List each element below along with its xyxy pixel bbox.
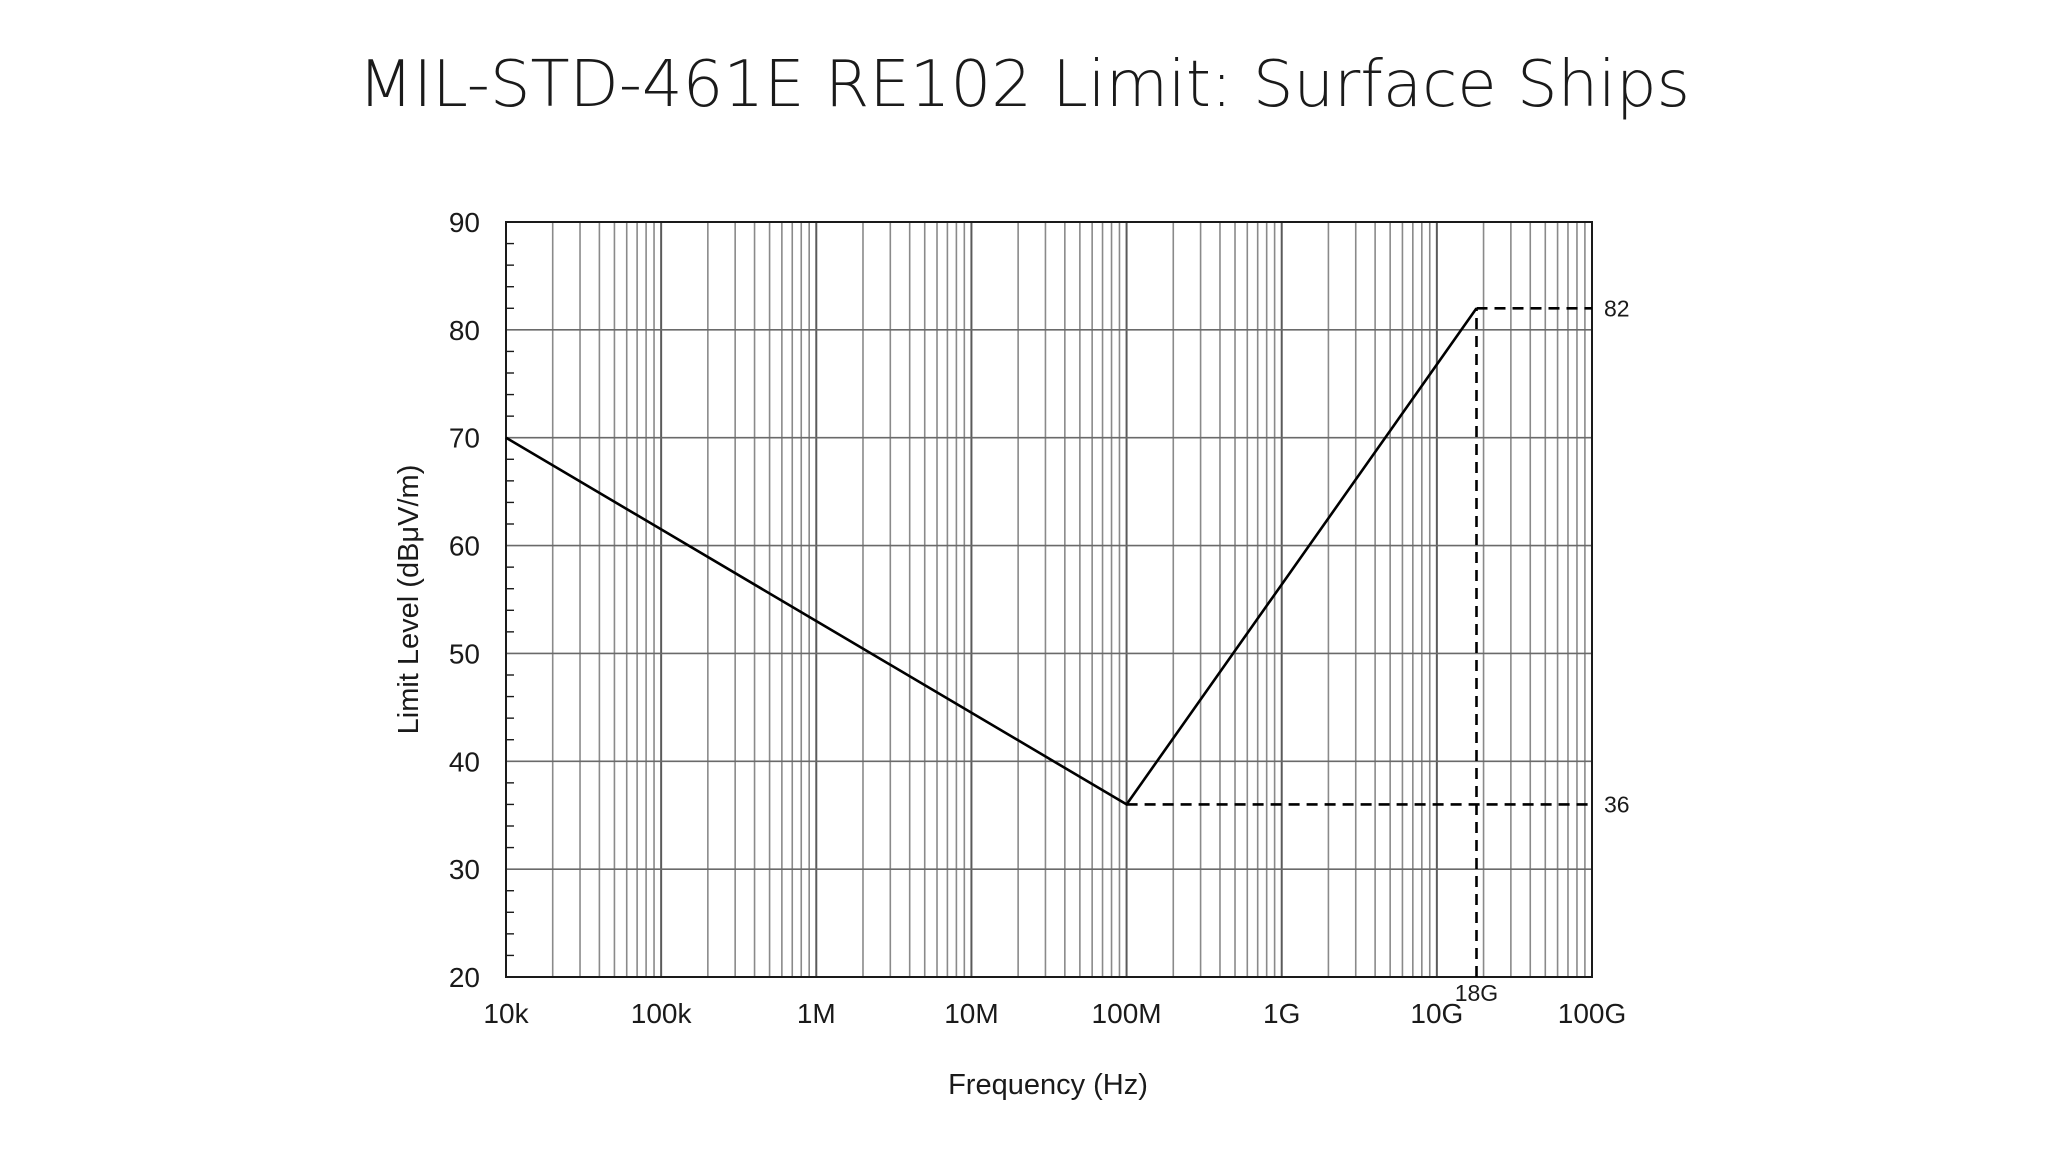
- y-axis-label: Limit Level (dBμV/m): [393, 465, 425, 735]
- y-tick-label: 30: [449, 854, 480, 885]
- limit-line: [505, 307, 1478, 807]
- y-tick-label: 60: [449, 531, 480, 562]
- y-tick-label: 20: [449, 962, 480, 993]
- x-tick-label: 100k: [631, 998, 693, 1029]
- x-tick-label: 10M: [944, 998, 998, 1029]
- y-tick-label: 70: [449, 423, 480, 454]
- annotations: 82 36 18G: [1455, 295, 1630, 1006]
- x-tick-label: 100M: [1092, 998, 1162, 1029]
- x-tick-label: 1M: [797, 998, 836, 1029]
- y-minor-ticks: [506, 242, 514, 957]
- y-tick-label: 90: [449, 207, 480, 238]
- x-tick-label: 1G: [1263, 998, 1300, 1029]
- y-tick-label: 80: [449, 315, 480, 346]
- y-tick-label: 50: [449, 638, 480, 669]
- x-tick-label: 100G: [1558, 998, 1627, 1029]
- minor-gridlines: [551, 222, 1586, 977]
- x-tick-labels: 10k 100k 1M 10M 100M 1G 10G 100G: [483, 998, 1626, 1029]
- slide-title: MIL-STD-461E RE102 Limit: Surface Ships: [358, 48, 1690, 122]
- series-group: [505, 306, 1592, 977]
- annotation-label: 82: [1604, 295, 1630, 321]
- x-tick-label: 10k: [483, 998, 529, 1029]
- x-tick-label: 10G: [1410, 998, 1463, 1029]
- y-tick-labels: 20 30 40 50 60 70 80 90: [449, 207, 480, 993]
- x-axis-label: Frequency (Hz): [948, 1069, 1148, 1101]
- y-tick-label: 40: [449, 746, 480, 777]
- plot-frame: [505, 221, 1593, 978]
- annotation-label: 18G: [1455, 980, 1498, 1006]
- annotation-label: 36: [1604, 791, 1630, 817]
